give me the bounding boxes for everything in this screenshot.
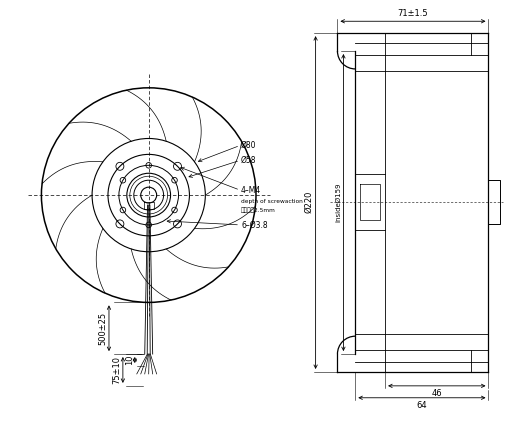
Text: 深度最大2.5mm: 深度最大2.5mm [241,207,276,213]
Text: insideØ159: insideØ159 [335,182,341,222]
Text: 64: 64 [416,401,427,410]
Text: Ø220: Ø220 [305,191,314,213]
Text: 71±1.5: 71±1.5 [398,9,428,18]
Text: Ø80: Ø80 [241,141,257,150]
Text: 4–M4: 4–M4 [241,186,261,195]
Text: depth of screwaction: depth of screwaction [241,198,303,203]
Text: 46: 46 [431,389,442,398]
Text: 10: 10 [125,355,134,365]
Text: 75±10: 75±10 [112,356,121,384]
Text: 6–Ø3.8: 6–Ø3.8 [241,220,268,229]
Text: 500±25: 500±25 [98,312,107,345]
Text: Ø58: Ø58 [241,156,257,165]
